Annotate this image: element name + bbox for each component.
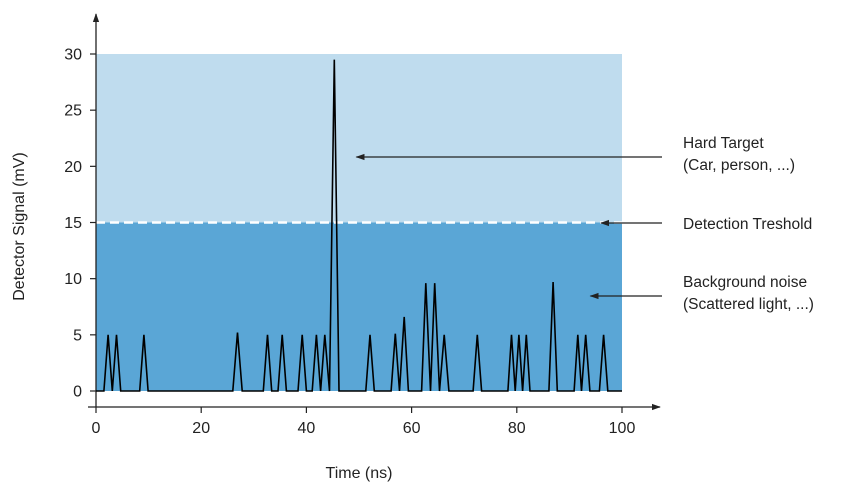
hard-target-region (96, 54, 622, 223)
y-tick-label: 25 (64, 103, 82, 120)
detection-threshold-annotation: Detection Treshold (600, 216, 812, 233)
background-noise-annotation-text: (Scattered light, ...) (683, 296, 814, 313)
y-tick-label: 20 (64, 159, 82, 176)
y-tick-label: 5 (73, 327, 82, 344)
y-tick-label: 15 (64, 215, 82, 232)
y-tick-label: 10 (64, 271, 82, 288)
hard-target-annotation: Hard Target (Car, person, ...) (355, 135, 795, 174)
y-tick-label: 30 (64, 47, 82, 64)
x-tick-label: 80 (508, 420, 526, 437)
y-tick-label: 0 (73, 384, 82, 401)
y-axis-title: Detector Signal (mV) (11, 152, 28, 301)
x-axis-title: Time (ns) (326, 465, 393, 482)
hard-target-annotation-text: Hard Target (683, 135, 764, 152)
background-noise-annotation-text: Background noise (683, 274, 807, 291)
detection-threshold-annotation-text: Detection Treshold (683, 216, 812, 233)
x-tick-label: 20 (192, 420, 210, 437)
x-tick-label: 60 (403, 420, 421, 437)
hard-target-annotation-text: (Car, person, ...) (683, 157, 795, 174)
axes (88, 13, 661, 411)
annotations: Hard Target (Car, person, ...) Detection T… (355, 135, 814, 313)
x-tick-label: 40 (298, 420, 316, 437)
background-noise-region (96, 222, 622, 391)
detector-signal-series-line (96, 59, 622, 392)
x-tick-label: 100 (609, 420, 636, 437)
x-tick-label: 0 (92, 420, 101, 437)
background-noise-annotation: Background noise (Scattered light, ...) (589, 274, 814, 313)
region-layer (96, 54, 622, 391)
axis-ticks: 0 5 10 15 20 25 30 0 20 40 60 80 100 (64, 47, 635, 438)
